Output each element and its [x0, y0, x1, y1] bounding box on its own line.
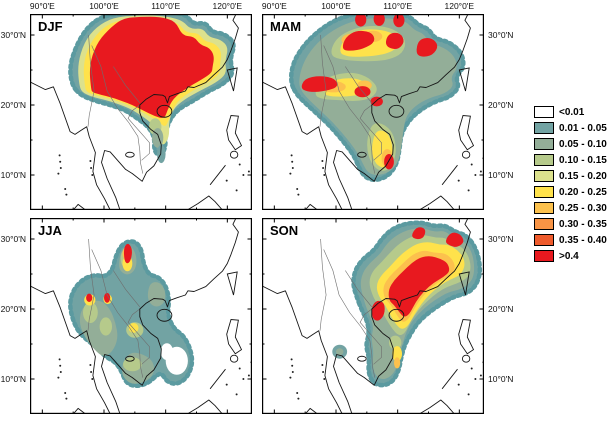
- lat-axis-right-bottom: 30°0'N 20°0'N 10°0'N: [486, 218, 514, 414]
- legend-label: 0.01 - 0.05: [559, 122, 607, 134]
- legend-label: >0.4: [559, 250, 579, 262]
- lon-tick-label: 100°0'E: [321, 1, 351, 11]
- lat-tick-label: 20°0'N: [488, 304, 514, 314]
- lon-tick-label: 100°0'E: [89, 1, 119, 11]
- map-panel-mam: MAM: [262, 14, 484, 210]
- map-panel-jja: JJA: [30, 218, 252, 414]
- legend-swatch: [534, 106, 554, 118]
- lat-tick-label: 10°0'N: [488, 170, 514, 180]
- legend-item: >0.4: [534, 248, 607, 264]
- map-panel-son: SON: [262, 218, 484, 414]
- panel-label-mam: MAM: [270, 19, 302, 34]
- panel-label-son: SON: [270, 223, 299, 238]
- legend-item: 0.35 - 0.40: [534, 232, 607, 248]
- legend-label: <0.01: [559, 106, 585, 118]
- legend-swatch: [534, 250, 554, 262]
- legend-item: 0.15 - 0.20: [534, 168, 607, 184]
- legend-swatch: [534, 202, 554, 214]
- legend-label: 0.05 - 0.10: [559, 138, 607, 150]
- lat-axis-left-top: 30°0'N 20°0'N 10°0'N: [0, 14, 28, 210]
- lat-tick-label: 20°0'N: [0, 304, 26, 314]
- legend-item: 0.25 - 0.30: [534, 200, 607, 216]
- lat-tick-label: 30°0'N: [0, 234, 26, 244]
- lat-tick-label: 30°0'N: [0, 30, 26, 40]
- legend-swatch: [534, 154, 554, 166]
- legend-label: 0.15 - 0.20: [559, 170, 607, 182]
- legend-swatch: [534, 218, 554, 230]
- map-canvas-son: [262, 218, 484, 414]
- legend-item: <0.01: [534, 104, 607, 120]
- panel-label-djf: DJF: [38, 19, 63, 34]
- lat-tick-label: 10°0'N: [488, 374, 514, 384]
- legend-item: 0.30 - 0.35: [534, 216, 607, 232]
- lat-tick-label: 10°0'N: [0, 170, 26, 180]
- panel-label-jja: JJA: [38, 223, 62, 238]
- map-canvas-mam: [262, 14, 484, 210]
- map-panel-djf: DJF: [30, 14, 252, 210]
- legend: <0.01 0.01 - 0.05 0.05 - 0.10 0.10 - 0.15 0.…: [534, 104, 607, 264]
- lat-tick-label: 10°0'N: [0, 374, 26, 384]
- legend-label: 0.30 - 0.35: [559, 218, 607, 230]
- legend-item: 0.20 - 0.25: [534, 184, 607, 200]
- lat-tick-label: 20°0'N: [0, 100, 26, 110]
- legend-item: 0.10 - 0.15: [534, 152, 607, 168]
- legend-swatch: [534, 138, 554, 150]
- legend-swatch: [534, 234, 554, 246]
- lon-tick-label: 110°0'E: [383, 1, 413, 11]
- legend-item: 0.05 - 0.10: [534, 136, 607, 152]
- lat-axis-left-bottom: 30°0'N 20°0'N 10°0'N: [0, 218, 28, 414]
- legend-label: 0.10 - 0.15: [559, 154, 607, 166]
- legend-label: 0.25 - 0.30: [559, 202, 607, 214]
- legend-item: 0.01 - 0.05: [534, 120, 607, 136]
- legend-label: 0.35 - 0.40: [559, 234, 607, 246]
- lon-axis-left-column: 90°0'E 100°0'E 110°0'E 120°0'E: [30, 1, 252, 13]
- lat-tick-label: 30°0'N: [488, 234, 514, 244]
- map-canvas-djf: [30, 14, 252, 210]
- lat-tick-label: 20°0'N: [488, 100, 514, 110]
- lon-tick-label: 120°0'E: [444, 1, 475, 11]
- legend-swatch: [534, 170, 554, 182]
- legend-label: 0.20 - 0.25: [559, 186, 607, 198]
- lon-tick-label: 110°0'E: [151, 1, 181, 11]
- legend-swatch: [534, 186, 554, 198]
- lon-axis-right-column: 90°0'E 100°0'E 110°0'E 120°0'E: [262, 1, 484, 13]
- lat-axis-right-top: 30°0'N 20°0'N 10°0'N: [486, 14, 514, 210]
- lat-tick-label: 30°0'N: [488, 30, 514, 40]
- lon-tick-label: 120°0'E: [212, 1, 243, 11]
- map-canvas-jja: [30, 218, 252, 414]
- lon-tick-label: 90°0'E: [261, 1, 287, 11]
- lon-tick-label: 90°0'E: [29, 1, 55, 11]
- legend-swatch: [534, 122, 554, 134]
